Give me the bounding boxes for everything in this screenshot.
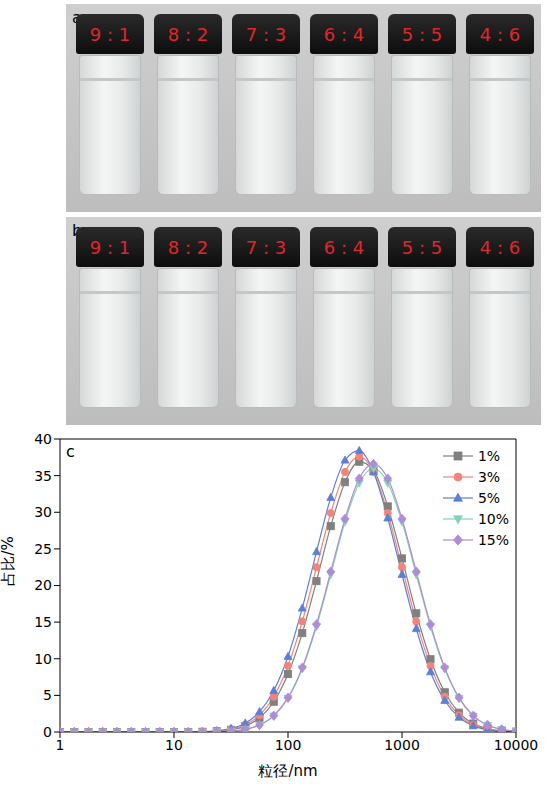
html-text:5 : 5: 5 : 5 [401, 23, 443, 45]
svg-text:1000: 1000 [384, 737, 420, 753]
svg-text:15: 15 [34, 614, 52, 630]
html-text:a: a [72, 8, 82, 27]
svg-text:10000: 10000 [494, 737, 539, 753]
html-text:8 : 2: 8 : 2 [167, 236, 209, 258]
html-text:5 : 5: 5 : 5 [401, 236, 443, 258]
html-text:c: c [66, 442, 75, 461]
html-text:5%: 5% [477, 489, 501, 506]
svg-text:25: 25 [34, 541, 52, 557]
html-text:4 : 6: 4 : 6 [479, 23, 521, 45]
svg-text:1: 1 [56, 737, 65, 753]
html-text:1%: 1% [477, 447, 501, 464]
svg-text:20: 20 [34, 577, 52, 593]
html-text:7 : 3: 7 : 3 [245, 236, 287, 258]
html-text:b: b [72, 221, 83, 240]
svg-text:10: 10 [34, 651, 52, 667]
html-text:4 : 6: 4 : 6 [479, 236, 521, 258]
html-text:8 : 2: 8 : 2 [167, 23, 209, 45]
html-text:6 : 4: 6 : 4 [323, 236, 365, 258]
html-text:9 : 1: 9 : 1 [89, 236, 131, 258]
svg-text:0: 0 [43, 724, 52, 740]
html-text:10%: 10% [477, 510, 509, 527]
svg-text:粒径/nm: 粒径/nm [258, 762, 317, 780]
html-text:6 : 4: 6 : 4 [323, 23, 365, 45]
svg-text:5: 5 [43, 687, 52, 703]
html-text:9 : 1: 9 : 1 [89, 23, 131, 45]
html-text:7 : 3: 7 : 3 [245, 23, 287, 45]
svg-text:占比/%: 占比/% [0, 536, 17, 585]
svg-text:10: 10 [165, 737, 183, 753]
html-text:15%: 15% [477, 531, 509, 548]
svg-text:35: 35 [34, 468, 52, 484]
svg-text:30: 30 [34, 504, 52, 520]
svg-text:100: 100 [275, 737, 302, 753]
html-text:3%: 3% [477, 468, 501, 485]
svg-text:40: 40 [34, 431, 52, 447]
